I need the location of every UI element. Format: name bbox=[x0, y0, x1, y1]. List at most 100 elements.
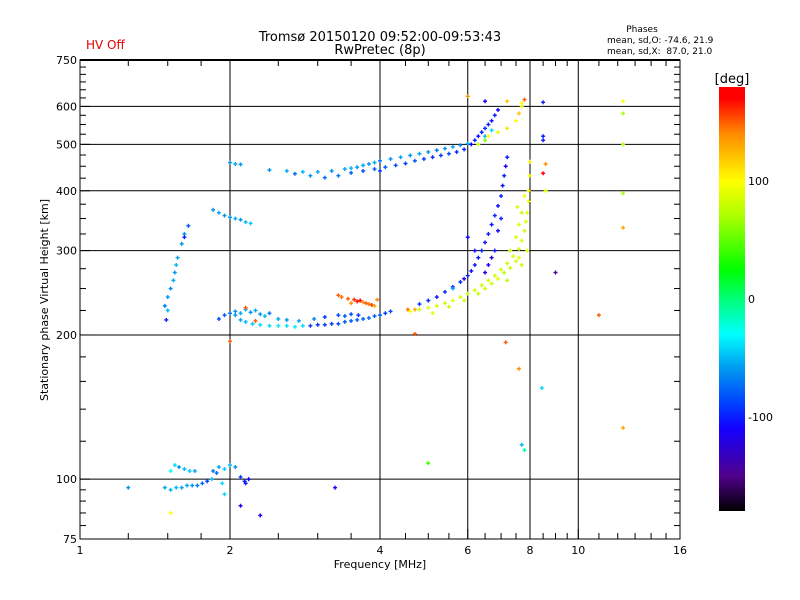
data-point bbox=[372, 303, 377, 308]
data-point bbox=[339, 295, 344, 300]
data-point bbox=[322, 175, 327, 180]
data-point bbox=[483, 240, 488, 245]
data-point bbox=[162, 485, 167, 490]
data-point bbox=[378, 313, 382, 318]
data-point bbox=[238, 162, 243, 167]
data-point bbox=[342, 314, 347, 319]
data-point bbox=[233, 309, 238, 314]
data-point bbox=[486, 122, 491, 127]
data-point bbox=[446, 304, 451, 309]
data-point bbox=[519, 262, 524, 267]
data-point bbox=[336, 313, 341, 318]
data-point bbox=[174, 262, 179, 267]
data-point bbox=[515, 204, 520, 209]
data-point bbox=[519, 100, 524, 105]
data-points bbox=[126, 94, 626, 518]
y-tick-label: 500 bbox=[56, 138, 77, 151]
data-point bbox=[182, 467, 187, 472]
data-point bbox=[322, 322, 327, 327]
data-point bbox=[192, 468, 197, 473]
data-point bbox=[228, 463, 232, 468]
data-point bbox=[434, 303, 439, 308]
data-point bbox=[336, 321, 341, 326]
data-point bbox=[168, 510, 173, 515]
data-point bbox=[505, 126, 510, 131]
data-point bbox=[222, 492, 227, 497]
data-point bbox=[238, 475, 243, 480]
y-tick-label: 100 bbox=[56, 473, 77, 486]
data-point bbox=[472, 288, 477, 293]
data-point bbox=[228, 160, 232, 165]
x-tick-label: 4 bbox=[377, 544, 384, 557]
data-point bbox=[472, 248, 477, 253]
data-point bbox=[238, 217, 243, 222]
y-tick-label: 400 bbox=[56, 185, 77, 198]
data-point bbox=[185, 483, 190, 488]
x-tick-label: 6 bbox=[464, 544, 471, 557]
data-point bbox=[168, 487, 173, 492]
data-point bbox=[322, 315, 327, 320]
data-point bbox=[369, 302, 374, 307]
series-group bbox=[216, 307, 393, 329]
data-point bbox=[621, 99, 626, 104]
data-point bbox=[523, 219, 528, 224]
data-point bbox=[516, 222, 521, 227]
series-group bbox=[417, 155, 510, 307]
data-point bbox=[522, 448, 527, 453]
data-point bbox=[383, 311, 388, 316]
data-point bbox=[372, 167, 377, 172]
chart-subtitle: RwPretec (8p) bbox=[334, 43, 425, 58]
data-point bbox=[361, 163, 366, 168]
x-tick-label: 1 bbox=[77, 544, 84, 557]
data-point bbox=[417, 151, 422, 156]
data-point bbox=[489, 255, 494, 260]
data-point bbox=[539, 385, 544, 390]
data-point bbox=[336, 173, 341, 178]
data-point bbox=[228, 311, 232, 316]
data-point bbox=[621, 425, 626, 430]
data-point bbox=[243, 481, 248, 486]
data-point bbox=[375, 297, 380, 302]
phases-x-line: mean, sd,X: 87.0, 21.0 bbox=[607, 47, 713, 57]
data-point bbox=[168, 468, 173, 473]
data-point bbox=[454, 149, 459, 154]
data-point bbox=[308, 323, 313, 328]
data-point bbox=[361, 316, 366, 321]
data-point bbox=[483, 286, 488, 291]
data-point bbox=[519, 238, 524, 243]
data-point bbox=[516, 111, 521, 116]
data-point bbox=[238, 503, 243, 508]
data-point bbox=[479, 248, 484, 253]
data-point bbox=[462, 147, 467, 152]
data-point bbox=[243, 319, 248, 324]
data-point bbox=[495, 107, 500, 112]
data-point bbox=[476, 134, 481, 139]
data-point bbox=[222, 467, 227, 472]
status-label: HV Off bbox=[86, 38, 125, 52]
chart-title: Tromsø 20150120 09:52:00-09:53:43 bbox=[258, 30, 501, 45]
data-point bbox=[242, 479, 247, 484]
x-axis-label: Frequency [MHz] bbox=[334, 558, 426, 571]
data-point bbox=[349, 318, 354, 323]
data-point bbox=[171, 278, 176, 283]
data-point bbox=[398, 155, 403, 160]
data-point bbox=[345, 296, 350, 301]
data-point bbox=[412, 307, 417, 312]
data-point bbox=[329, 321, 334, 326]
data-point bbox=[526, 199, 531, 204]
data-point bbox=[179, 241, 184, 246]
data-point bbox=[483, 270, 488, 275]
data-point bbox=[216, 465, 221, 470]
data-point bbox=[525, 248, 530, 253]
data-point bbox=[426, 149, 431, 154]
series-group bbox=[211, 207, 253, 226]
data-point bbox=[462, 298, 467, 303]
data-point bbox=[417, 307, 422, 312]
data-point bbox=[179, 485, 184, 490]
x-tick-label: 8 bbox=[527, 544, 534, 557]
data-point bbox=[172, 463, 177, 468]
data-point bbox=[442, 289, 447, 294]
data-point bbox=[412, 331, 417, 336]
data-point bbox=[276, 323, 281, 328]
data-point bbox=[361, 168, 366, 173]
